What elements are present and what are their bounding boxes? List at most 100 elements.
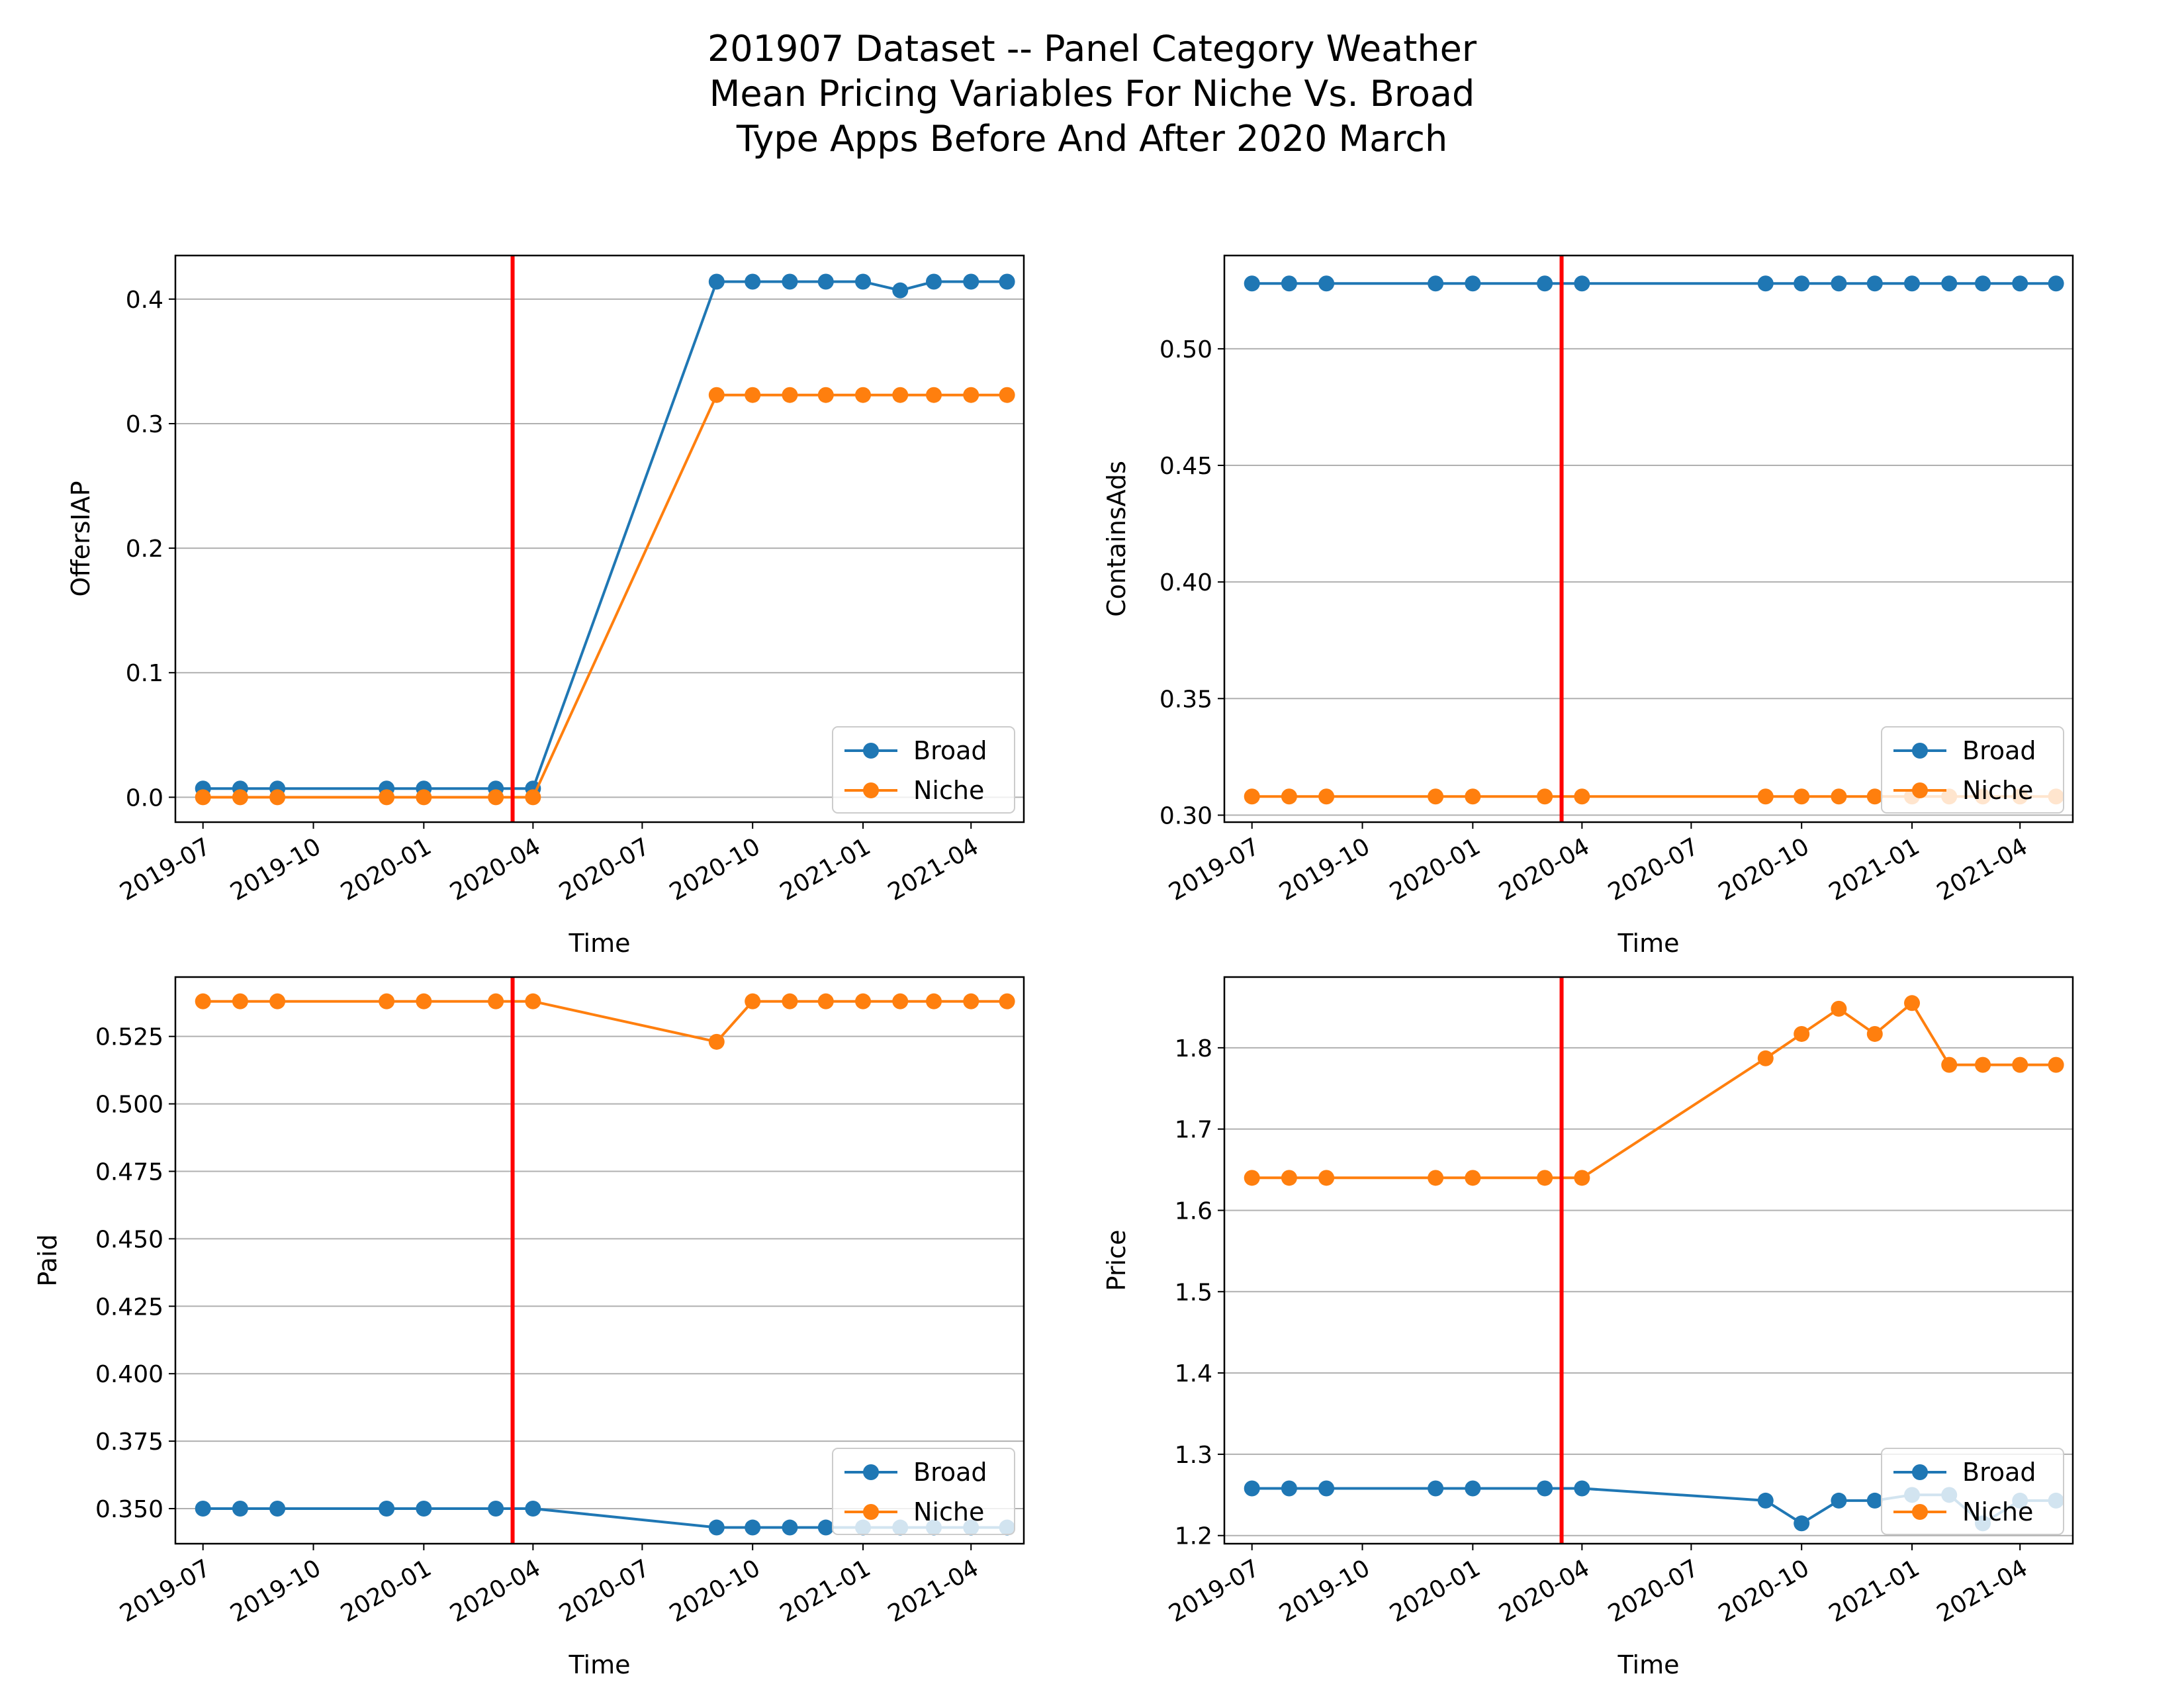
panel-offersiap-legend-marker-broad	[863, 743, 879, 759]
panel-paid-broad-point-8	[745, 1519, 761, 1536]
panel-price-legend: Broad Niche	[1881, 1448, 2064, 1535]
panel-price-broad-point-7	[1757, 1492, 1774, 1509]
panel-price-niche-point-14	[2012, 1056, 2028, 1073]
panel-offersiap-frame	[174, 254, 1025, 823]
panel-offersiap-ytick-label-3: 0.3	[126, 411, 163, 438]
panel-price-ylabel: Price	[1102, 1230, 1131, 1291]
panel-price-niche-point-8	[1794, 1025, 1810, 1042]
panel-containsads-broad-point-10	[1866, 275, 1883, 292]
panel-price-legend-marker-broad	[1912, 1464, 1928, 1480]
panel-paid-broad-point-6	[525, 1501, 541, 1517]
panel-paid-broad-point-7	[708, 1519, 725, 1536]
panel-paid-niche-point-1	[232, 993, 248, 1009]
panel-paid-niche-point-2	[269, 993, 286, 1009]
panel-offersiap-niche-point-14	[963, 387, 979, 403]
panel-offersiap-ytick-label-2: 0.2	[126, 536, 163, 563]
panel-containsads-niche-point-0	[1244, 788, 1260, 805]
panel-paid-niche-point-6	[525, 993, 541, 1009]
panel-paid-broad-point-4	[416, 1501, 432, 1517]
panel-containsads-niche-point-5	[1537, 788, 1553, 805]
panel-paid-niche-point-5	[488, 993, 504, 1009]
panel-containsads-broad-point-0	[1244, 275, 1260, 292]
panel-paid-ytick-label-7: 0.525	[95, 1024, 163, 1051]
panel-offersiap-niche-point-12	[892, 387, 909, 403]
panel-price-niche-point-3	[1428, 1170, 1444, 1186]
panel-paid-niche-point-13	[926, 993, 942, 1009]
panel-offersiap-niche-point-8	[745, 387, 761, 403]
panel-containsads-broad-point-7	[1757, 275, 1774, 292]
panel-price-niche-point-7	[1757, 1050, 1774, 1066]
panel-paid-ytick-label-3: 0.425	[95, 1293, 163, 1321]
panel-paid-niche-point-11	[855, 993, 872, 1009]
panel-price-series-niche	[1244, 995, 2064, 1186]
panel-containsads-ytick-label-1: 0.35	[1160, 686, 1212, 713]
panel-containsads-ytick-label-4: 0.50	[1160, 336, 1212, 363]
panel-offersiap-broad-point-9	[782, 273, 798, 290]
panel-containsads-niche-point-1	[1281, 788, 1297, 805]
panel-offersiap-xlabel: Time	[569, 929, 631, 958]
panel-price-niche-point-5	[1537, 1170, 1553, 1186]
panel-paid-frame	[174, 976, 1025, 1545]
panel-offersiap-legend-marker-niche	[863, 782, 879, 798]
panel-paid-legend-marker-broad	[863, 1464, 879, 1480]
panel-paid-ytick-label-2: 0.400	[95, 1361, 163, 1388]
panel-containsads-broad-point-3	[1428, 275, 1444, 292]
panel-price-broad-point-8	[1794, 1515, 1810, 1532]
panel-price-broad-point-4	[1465, 1480, 1481, 1497]
panel-offersiap-niche-point-5	[488, 789, 504, 806]
panel-paid-ytick-label-5: 0.475	[95, 1158, 163, 1186]
panel-paid-legend-label-niche: Niche	[913, 1497, 984, 1526]
panel-offersiap-niche-point-6	[525, 789, 541, 806]
panel-containsads-broad-point-4	[1465, 275, 1481, 292]
panel-containsads-niche-point-7	[1757, 788, 1774, 805]
panel-price-broad-point-5	[1537, 1480, 1553, 1497]
panel-price-niche-point-2	[1318, 1170, 1335, 1186]
panel-offersiap-legend: Broad Niche	[832, 726, 1015, 814]
panel-containsads-ytick-label-3: 0.45	[1160, 453, 1212, 480]
panel-containsads-niche-point-8	[1794, 788, 1810, 805]
panel-price-ytick-label-6: 1.8	[1175, 1035, 1212, 1062]
panel-price-niche-point-11	[1904, 995, 1921, 1011]
panel-price-broad-point-3	[1428, 1480, 1444, 1497]
panel-paid-niche-point-4	[416, 993, 432, 1009]
panel-price-ytick-label-5: 1.7	[1175, 1117, 1212, 1144]
panel-offersiap-niche-point-11	[855, 387, 872, 403]
panel-price-broad-point-9	[1831, 1492, 1847, 1509]
panel-containsads-broad-point-1	[1281, 275, 1297, 292]
panel-paid-niche-point-3	[379, 993, 395, 1009]
panel-price-broad-point-1	[1281, 1480, 1297, 1497]
panel-paid-broad-point-5	[488, 1501, 504, 1517]
panel-paid-ylabel: Paid	[33, 1234, 62, 1286]
panel-containsads-legend-marker-niche	[1912, 782, 1928, 798]
panel-price-broad-point-2	[1318, 1480, 1335, 1497]
panel-paid-ytick-label-1: 0.375	[95, 1429, 163, 1456]
panel-offersiap-broad-point-13	[926, 273, 942, 290]
panel-offersiap-broad-line	[203, 280, 1007, 790]
panel-containsads-niche-point-2	[1318, 788, 1335, 805]
panel-paid-legend-marker-niche	[863, 1504, 879, 1520]
panel-paid-niche-point-8	[745, 993, 761, 1009]
panel-containsads-broad-point-13	[1975, 275, 1991, 292]
panel-offersiap-series-niche	[195, 387, 1015, 806]
panel-containsads-niche-point-4	[1465, 788, 1481, 805]
panel-offersiap-broad-point-11	[855, 273, 872, 290]
panel-paid-xlabel: Time	[569, 1650, 631, 1679]
panel-paid-niche-line	[203, 1000, 1007, 1044]
panel-offersiap-niche-point-10	[817, 387, 834, 403]
panel-offersiap-niche-point-1	[232, 789, 248, 806]
panel-containsads-broad-point-8	[1794, 275, 1810, 292]
panel-offersiap-legend-label-niche: Niche	[913, 776, 984, 805]
panel-price-ytick-label-2: 1.4	[1175, 1360, 1212, 1387]
title-line-3: Type Apps Before And After 2020 March	[736, 118, 1447, 160]
panel-paid-niche-point-7	[708, 1033, 725, 1050]
panel-offersiap-broad-point-14	[963, 273, 979, 290]
panel-paid-niche-point-14	[963, 993, 979, 1009]
panel-price-niche-point-1	[1281, 1170, 1297, 1186]
panel-offersiap-broad-point-10	[817, 273, 834, 290]
panel-containsads-broad-point-11	[1904, 275, 1921, 292]
panel-paid-broad-point-3	[379, 1501, 395, 1517]
panel-price-niche-point-4	[1465, 1170, 1481, 1186]
panel-offersiap-niche-point-7	[708, 387, 725, 403]
